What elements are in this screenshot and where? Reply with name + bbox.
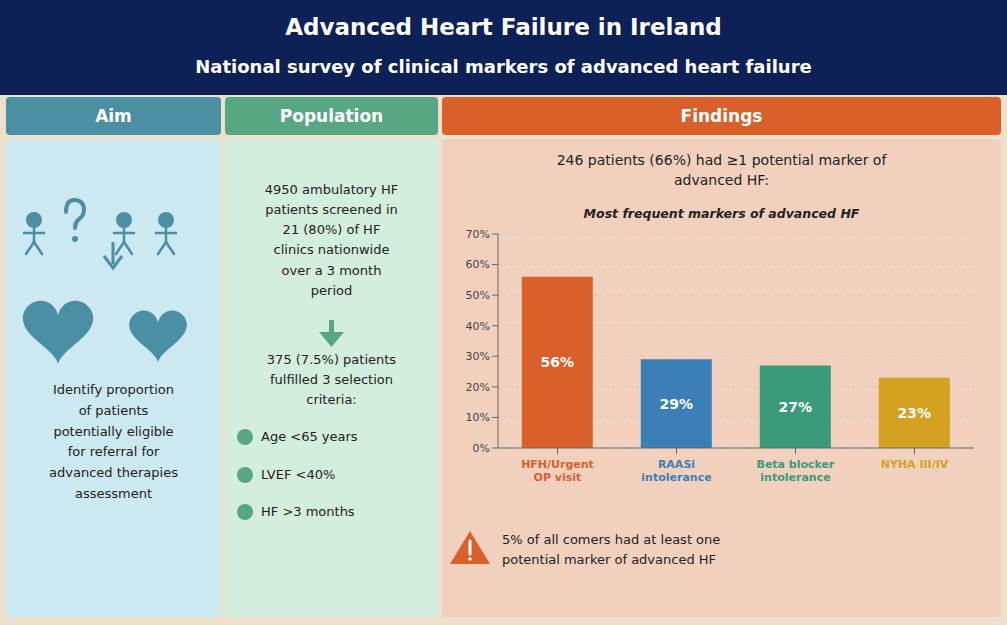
html-text:Advanced Heart Failure in Irel: Advanced Heart Failure in Ireland	[285, 14, 722, 40]
svg-text:0%: 0%	[473, 442, 490, 455]
svg-text:RAASiintolerance: RAASiintolerance	[641, 458, 711, 484]
html-text:Identify proportion of patient: Identify proportion of patients potentia…	[49, 382, 178, 501]
html-text:375 (7.5%) patients fulfilled: 375 (7.5%) patients fulfilled 3 selectio…	[266, 352, 397, 408]
html-text:Findings: Findings	[680, 106, 763, 126]
html-text:National survey of clinical ma: National survey of clinical markers of a…	[195, 56, 812, 77]
html-text:5% of all comers had at least: 5% of all comers had at least one potent…	[502, 532, 721, 568]
html-text:Aim: Aim	[95, 106, 132, 126]
svg-text:NYHA III/IV: NYHA III/IV	[881, 458, 949, 471]
svg-text:70%: 70%	[466, 228, 490, 241]
svg-text:60%: 60%	[466, 258, 490, 271]
html-text:4950 ambulatory HF patients sc: 4950 ambulatory HF patients screened in …	[264, 182, 399, 298]
svg-text:30%: 30%	[466, 350, 490, 363]
html-text:Most frequent markers of advan: Most frequent markers of advanced HF	[583, 206, 860, 221]
svg-text:10%: 10%	[466, 411, 490, 424]
html-text:Population: Population	[279, 106, 384, 126]
svg-text:29%: 29%	[660, 396, 694, 412]
svg-text:27%: 27%	[779, 399, 813, 415]
svg-text:40%: 40%	[466, 320, 490, 333]
svg-text:23%: 23%	[898, 405, 932, 421]
svg-text:50%: 50%	[466, 289, 490, 302]
html-text:HF >3 months: HF >3 months	[261, 504, 355, 519]
svg-text:56%: 56%	[541, 354, 575, 370]
html-text:LVEF <40%: LVEF <40%	[261, 467, 336, 482]
svg-text:20%: 20%	[466, 381, 490, 394]
html-text:Age <65 years: Age <65 years	[261, 429, 358, 444]
svg-text:Beta blockerintolerance: Beta blockerintolerance	[757, 458, 836, 484]
html-text:246 patients (66%) had ≥1 pote: 246 patients (66%) had ≥1 potential mark…	[556, 152, 887, 189]
svg-text:HFH/UrgentOP visit: HFH/UrgentOP visit	[521, 458, 594, 484]
